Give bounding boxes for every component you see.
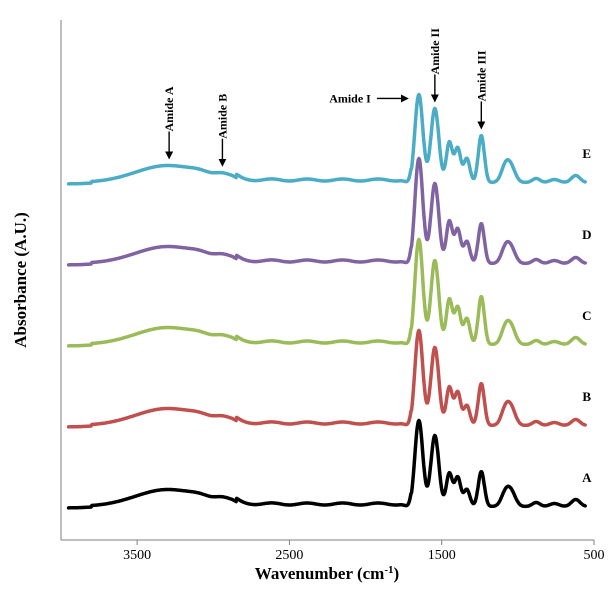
- annotation-amide-iii: Amide III: [474, 50, 488, 101]
- axis-titles: Wavenumber (cm-1) Absorbance (A.U.): [11, 212, 399, 583]
- series-label-E: E: [582, 146, 591, 161]
- series-label-C: C: [582, 308, 591, 323]
- series-line-D: [66, 156, 587, 267]
- x-ticks: 3500 2500 1500 500: [123, 540, 605, 563]
- series-line-B: [66, 328, 587, 429]
- x-tick-label-1500: 1500: [428, 548, 456, 563]
- series-label-B: B: [582, 389, 591, 404]
- x-tick-label-2500: 2500: [275, 548, 303, 563]
- series-line-E: [66, 92, 587, 186]
- annotations: Amide A Amide B Amide I Amide II Amide III: [162, 28, 488, 167]
- x-tick-label-500: 500: [584, 548, 605, 563]
- annotation-amide-ii: Amide II: [428, 28, 442, 75]
- annotation-amide-i: Amide I: [329, 91, 371, 105]
- axes: [60, 20, 594, 541]
- x-axis-title: Wavenumber (cm-1): [255, 564, 399, 583]
- series-line-C: [66, 237, 587, 348]
- series-line-A: [66, 418, 587, 510]
- spectra: A B C D E: [66, 92, 592, 510]
- annotation-amide-a: Amide A: [162, 86, 176, 131]
- series-label-A: A: [582, 470, 592, 485]
- y-axis-title: Absorbance (A.U.): [11, 212, 30, 348]
- x-tick-label-3500: 3500: [123, 548, 151, 563]
- series-label-D: D: [582, 227, 591, 242]
- annotation-amide-b: Amide B: [215, 94, 229, 139]
